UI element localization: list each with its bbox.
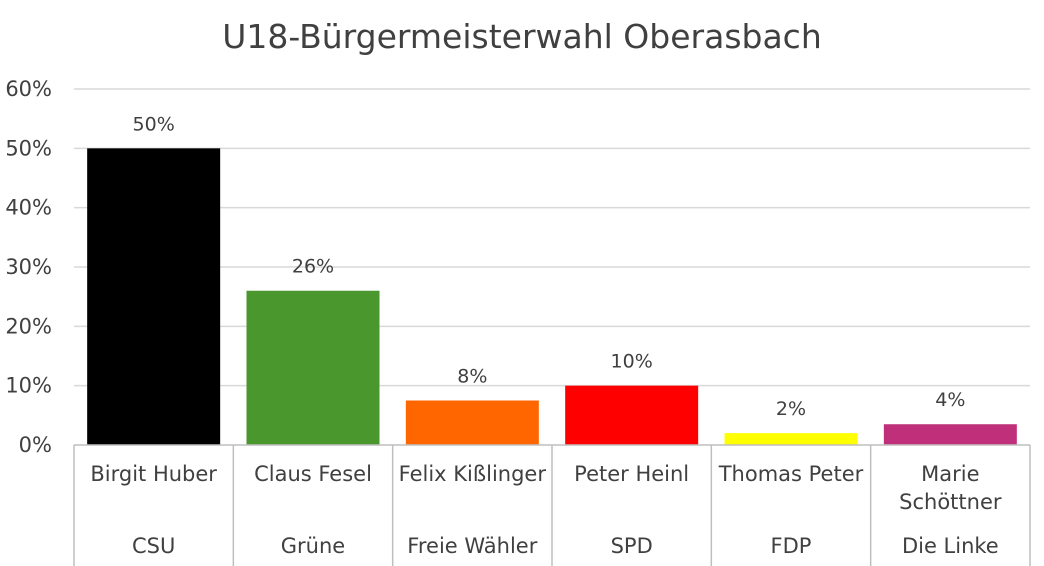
data-label: 10% [611, 351, 653, 373]
data-label: 50% [133, 113, 175, 135]
y-tick-label: 20% [5, 314, 52, 338]
y-tick-label: 30% [5, 255, 52, 279]
bar [883, 424, 1017, 445]
category-label: Felix Kißlinger [399, 462, 547, 486]
party-label: CSU [132, 534, 175, 558]
bar [87, 148, 221, 446]
data-label: 8% [457, 366, 487, 388]
party-label: FDP [771, 534, 812, 558]
party-label: Die Linke [902, 534, 999, 558]
y-tick-label: 10% [5, 374, 52, 398]
data-label: 26% [292, 256, 334, 278]
category-label: Peter Heinl [574, 462, 689, 486]
category-label: Thomas Peter [718, 462, 864, 486]
y-tick-label: 50% [5, 136, 52, 160]
category-label: Claus Fesel [254, 462, 372, 486]
data-label: 4% [935, 389, 965, 411]
party-label: SPD [611, 534, 653, 558]
bar [565, 385, 699, 445]
bar [724, 433, 858, 445]
y-tick-label: 0% [19, 433, 52, 457]
bar [405, 400, 539, 445]
category-label: Birgit Huber [90, 462, 217, 486]
chart-title: U18-Bürgermeisterwahl Oberasbach [222, 17, 822, 56]
party-label: Grüne [281, 534, 345, 558]
party-label: Freie Wähler [407, 534, 537, 558]
category-label: Marie Schöttner [899, 462, 1002, 514]
data-label: 2% [776, 398, 806, 420]
y-tick-label: 60% [5, 77, 52, 101]
y-tick-label: 40% [5, 196, 52, 220]
bar [246, 290, 380, 445]
